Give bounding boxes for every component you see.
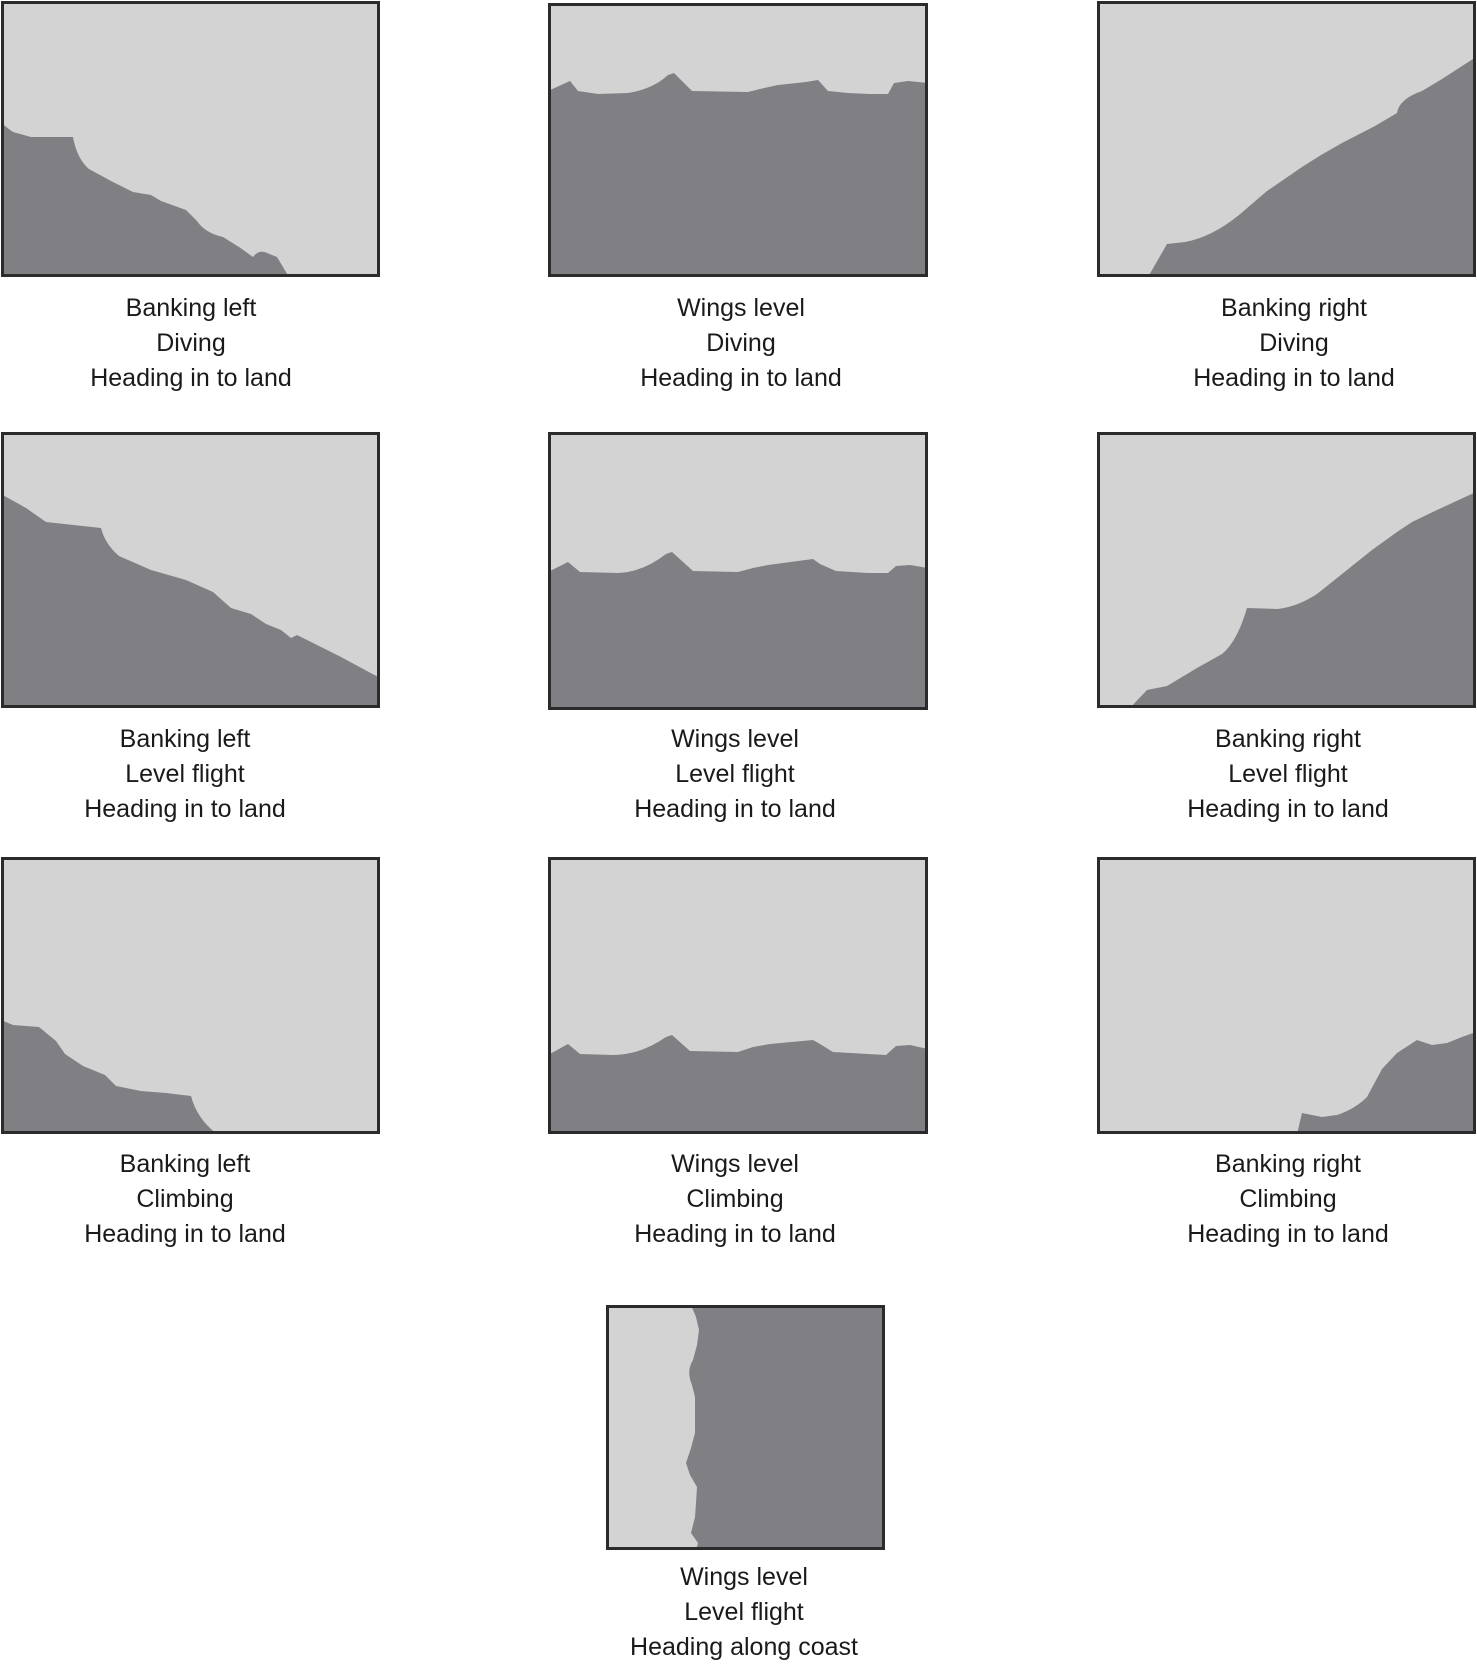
caption-line: Wings level bbox=[677, 294, 805, 322]
caption-line: Level flight bbox=[1228, 760, 1348, 788]
caption-line: Banking right bbox=[1221, 294, 1367, 322]
caption-wings-level-diving: Wings level Diving Heading in to land bbox=[531, 291, 951, 396]
caption-line: Level flight bbox=[125, 760, 245, 788]
caption-line: Heading in to land bbox=[1187, 795, 1389, 823]
caption-line: Banking right bbox=[1215, 725, 1361, 753]
caption-line: Banking right bbox=[1215, 1150, 1361, 1178]
caption-line: Heading in to land bbox=[634, 1220, 836, 1248]
caption-banking-right-climbing: Banking right Climbing Heading in to lan… bbox=[1078, 1147, 1477, 1252]
horizon-view-wings-level-climbing bbox=[548, 857, 928, 1134]
caption-banking-right-level: Banking right Level flight Heading in to… bbox=[1078, 722, 1477, 827]
horizon-view-banking-left-level bbox=[1, 432, 380, 708]
panel-banking-right-climbing bbox=[1097, 857, 1476, 1134]
caption-line: Level flight bbox=[684, 1598, 804, 1626]
caption-line: Heading in to land bbox=[84, 1220, 286, 1248]
panel-wings-level-diving bbox=[548, 3, 928, 277]
caption-line: Diving bbox=[706, 329, 776, 357]
caption-wings-level-along-coast: Wings level Level flight Heading along c… bbox=[534, 1560, 954, 1665]
land-mass bbox=[1, 1020, 217, 1134]
horizon-view-banking-left-diving bbox=[1, 1, 380, 277]
caption-line: Heading along coast bbox=[630, 1633, 858, 1661]
panel-banking-left-level bbox=[1, 432, 380, 708]
panel-wings-level-along-coast bbox=[606, 1305, 885, 1550]
panel-wings-level-level bbox=[548, 432, 928, 710]
caption-line: Heading in to land bbox=[1193, 364, 1395, 392]
caption-line: Banking left bbox=[119, 1150, 251, 1178]
caption-banking-left-climbing: Banking left Climbing Heading in to land bbox=[0, 1147, 395, 1252]
panel-banking-left-climbing bbox=[1, 857, 380, 1134]
land-mass bbox=[548, 1035, 928, 1134]
caption-line: Diving bbox=[156, 329, 226, 357]
land-mass bbox=[548, 73, 928, 277]
horizon-view-banking-right-level bbox=[1097, 432, 1476, 708]
horizon-view-banking-left-climbing bbox=[1, 857, 380, 1134]
caption-line: Climbing bbox=[686, 1185, 784, 1213]
land-mass bbox=[548, 552, 928, 710]
caption-line: Banking left bbox=[119, 725, 251, 753]
caption-line: Banking left bbox=[125, 294, 257, 322]
caption-line: Diving bbox=[1259, 329, 1329, 357]
land-mass bbox=[1, 123, 289, 277]
caption-line: Wings level bbox=[680, 1563, 808, 1591]
panel-banking-right-level bbox=[1097, 432, 1476, 708]
land-mass bbox=[1130, 492, 1476, 708]
caption-wings-level-level: Wings level Level flight Heading in to l… bbox=[525, 722, 945, 827]
land-mass bbox=[686, 1305, 885, 1550]
caption-line: Wings level bbox=[671, 725, 799, 753]
horizon-view-wings-level-along-coast bbox=[606, 1305, 885, 1550]
caption-banking-right-diving: Banking right Diving Heading in to land bbox=[1084, 291, 1477, 396]
caption-line: Heading in to land bbox=[84, 795, 286, 823]
horizon-view-wings-level-diving bbox=[548, 3, 928, 277]
horizon-view-wings-level-level bbox=[548, 432, 928, 710]
panel-banking-left-diving bbox=[1, 1, 380, 277]
caption-line: Heading in to land bbox=[1187, 1220, 1389, 1248]
horizon-view-banking-right-diving bbox=[1097, 1, 1476, 277]
land-mass bbox=[1, 494, 380, 708]
panel-wings-level-climbing bbox=[548, 857, 928, 1134]
caption-banking-left-level: Banking left Level flight Heading in to … bbox=[0, 722, 395, 827]
caption-wings-level-climbing: Wings level Climbing Heading in to land bbox=[525, 1147, 945, 1252]
caption-line: Heading in to land bbox=[634, 795, 836, 823]
caption-line: Heading in to land bbox=[90, 364, 292, 392]
caption-line: Wings level bbox=[671, 1150, 799, 1178]
panel-banking-right-diving bbox=[1097, 1, 1476, 277]
land-mass bbox=[1148, 57, 1476, 277]
land-mass bbox=[1297, 1032, 1476, 1134]
caption-line: Heading in to land bbox=[640, 364, 842, 392]
caption-line: Level flight bbox=[675, 760, 795, 788]
caption-line: Climbing bbox=[1239, 1185, 1337, 1213]
caption-banking-left-diving: Banking left Diving Heading in to land bbox=[0, 291, 401, 396]
caption-line: Climbing bbox=[136, 1185, 234, 1213]
horizon-view-banking-right-climbing bbox=[1097, 857, 1476, 1134]
